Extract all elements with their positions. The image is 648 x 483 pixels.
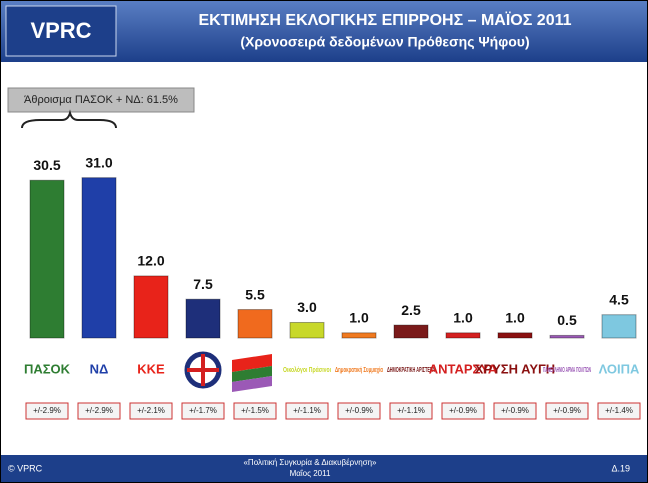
category-label: ΔΗΜΟΚΡΑΤΙΚΗ ΑΡΙΣΤΕΡΑ <box>387 367 435 374</box>
syriza-logo <box>232 376 272 392</box>
error-label: +/-0.9% <box>449 406 477 415</box>
bar <box>497 332 533 339</box>
value-label: 31.0 <box>85 154 112 170</box>
bar <box>393 324 429 339</box>
logo-box <box>5 5 117 57</box>
bar <box>289 321 325 339</box>
error-box <box>233 402 277 420</box>
value-label: 12.0 <box>137 253 164 269</box>
logo: VPRC <box>30 18 91 43</box>
category-label: ΠΑΝΕΛΛΗΝΙΟ ΑΡΜΑ ΠΟΛΙΤΩΝ <box>543 367 591 374</box>
error-box <box>129 402 173 420</box>
error-box <box>337 402 381 420</box>
value-label: 1.0 <box>505 310 525 326</box>
bar <box>29 179 65 339</box>
footer-date: Μαΐος 2011 <box>290 469 331 478</box>
value-label: 3.0 <box>297 299 317 315</box>
error-label: +/-0.9% <box>345 406 373 415</box>
error-label: +/-1.4% <box>605 406 633 415</box>
footer-report: «Πολιτική Συγκυρία & Διακυβέρνηση» <box>243 458 377 467</box>
error-label: +/-1.5% <box>241 406 269 415</box>
footer-copyright: © VPRC <box>8 463 43 473</box>
error-box <box>285 402 329 420</box>
error-label: +/-0.9% <box>501 406 529 415</box>
value-label: 1.0 <box>349 310 369 326</box>
error-box <box>545 402 589 420</box>
error-box <box>597 402 641 420</box>
error-box <box>389 402 433 420</box>
syriza-logo <box>232 366 272 382</box>
error-box <box>493 402 537 420</box>
laos-logo-cross <box>187 354 219 386</box>
category-label: ΠΑΣΟΚ <box>24 361 71 376</box>
value-label: 0.5 <box>557 312 577 328</box>
category-label: ΝΔ <box>90 361 109 376</box>
error-box <box>441 402 485 420</box>
annotation-box <box>7 87 195 113</box>
error-label: +/-0.9% <box>553 406 581 415</box>
bar <box>133 275 169 339</box>
error-label: +/-1.1% <box>293 406 321 415</box>
bar <box>185 298 221 339</box>
chart-subtitle: (Χρονοσειρά δεδομένων Πρόθεσης Ψήφου) <box>240 34 529 50</box>
error-label: +/-2.1% <box>137 406 165 415</box>
chart-title: ΕΚΤΙΜΗΣΗ ΕΚΛΟΓΙΚΗΣ ΕΠΙΡΡΟΗΣ – ΜΑΪΟΣ 2011 <box>199 11 572 29</box>
value-label: 1.0 <box>453 310 473 326</box>
error-label: +/-1.1% <box>397 406 425 415</box>
error-box <box>25 402 69 420</box>
category-label: ΧΡΥΣΗ ΑΥΓΗ <box>475 361 555 376</box>
brace <box>21 109 117 129</box>
value-label: 30.5 <box>33 157 60 173</box>
value-label: 7.5 <box>193 276 213 292</box>
category-label: ΑΝΤΑΡΣΥΑ <box>429 361 498 376</box>
bar <box>549 334 585 339</box>
bar <box>601 314 637 339</box>
value-label: 5.5 <box>245 286 265 302</box>
bar <box>81 177 117 339</box>
footer-page: Δ.19 <box>611 463 630 473</box>
footer-bar <box>0 455 648 483</box>
error-label: +/-2.9% <box>33 406 61 415</box>
category-label: Οικολόγοι Πράσινοι <box>283 366 331 374</box>
annotation: Άθροισμα ΠΑΣΟΚ + ΝΔ: 61.5% <box>24 94 178 106</box>
category-label: ΚΚΕ <box>137 361 165 376</box>
value-label: 2.5 <box>401 302 421 318</box>
value-label: 4.5 <box>609 291 629 307</box>
bar <box>445 332 481 339</box>
error-box <box>181 402 225 420</box>
category-label: Δημοκρατική Συμμαχία <box>335 367 383 374</box>
error-label: +/-1.7% <box>189 406 217 415</box>
bar <box>341 332 377 339</box>
category-label: ΛΟΙΠΑ <box>599 361 640 376</box>
error-box <box>77 402 121 420</box>
error-label: +/-2.9% <box>85 406 113 415</box>
bar <box>237 309 273 339</box>
